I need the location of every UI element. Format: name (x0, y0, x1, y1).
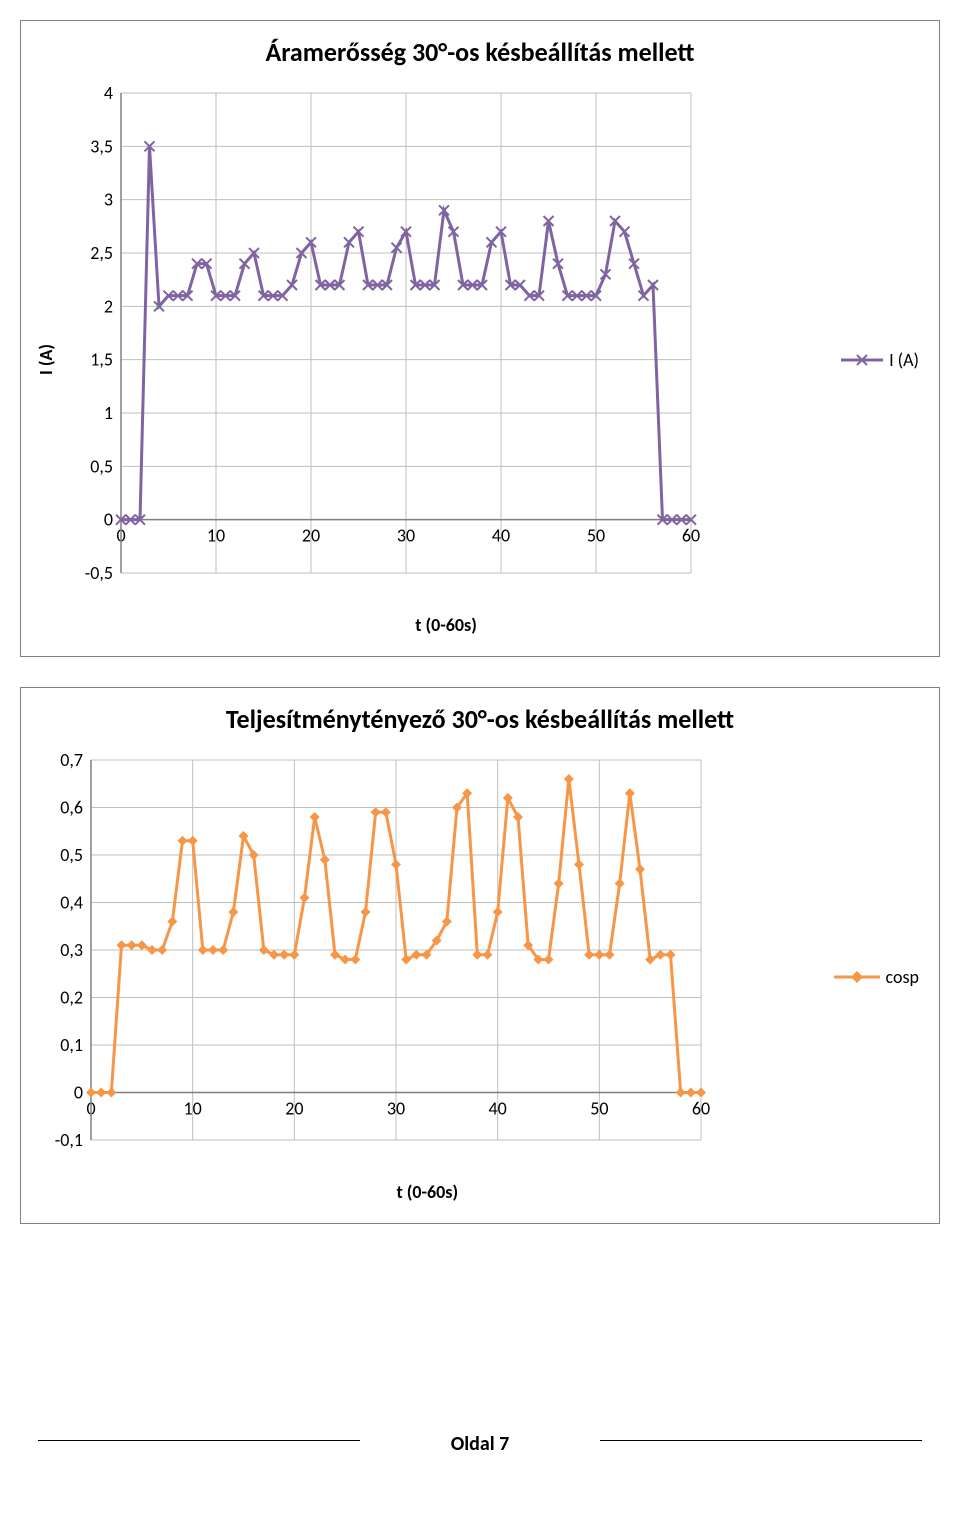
chart1-ylabel: I (A) (31, 344, 61, 375)
svg-text:2: 2 (104, 295, 113, 317)
page-footer: Oldal 7 (20, 1424, 940, 1456)
page-number: Oldal 7 (451, 1432, 510, 1456)
svg-text:1: 1 (104, 402, 113, 424)
legend-marker-x-icon (841, 352, 883, 368)
svg-text:60: 60 (692, 1098, 710, 1120)
svg-text:30: 30 (397, 525, 415, 547)
svg-text:3: 3 (104, 189, 113, 211)
chart1-xlabel: t (0-60s) (61, 614, 831, 636)
chart2-xlabel: t (0-60s) (31, 1181, 824, 1203)
svg-text:50: 50 (587, 525, 605, 547)
chart1-legend: I (A) (831, 349, 929, 371)
chart2-wrap: -0,100,10,20,30,40,50,60,70102030405060 … (31, 750, 929, 1203)
chart1-wrap: I (A) -0,500,511,522,533,540102030405060… (31, 83, 929, 636)
svg-text:10: 10 (207, 525, 225, 547)
svg-text:60: 60 (682, 525, 700, 547)
svg-text:-0,5: -0,5 (85, 562, 113, 584)
legend-marker-diamond-icon (834, 969, 880, 985)
svg-text:0,1: 0,1 (60, 1034, 83, 1056)
svg-text:4: 4 (104, 83, 113, 104)
svg-text:0: 0 (74, 1082, 83, 1104)
chart2-legend: cosp (824, 966, 929, 988)
svg-text:1,5: 1,5 (90, 349, 113, 371)
chart2-legend-label: cosp (886, 966, 919, 988)
svg-text:0,5: 0,5 (60, 844, 83, 866)
svg-text:30: 30 (387, 1098, 405, 1120)
svg-text:40: 40 (492, 525, 510, 547)
svg-text:0: 0 (104, 509, 113, 531)
svg-text:0,2: 0,2 (60, 987, 83, 1009)
chart-powerfactor: Teljesítménytényező 30°-os késbeállítás … (20, 687, 940, 1224)
chart2-svg: -0,100,10,20,30,40,50,60,70102030405060 (31, 750, 711, 1170)
chart-current: Áramerősség 30°-os késbeállítás mellett … (20, 20, 940, 657)
chart1-svg: -0,500,511,522,533,540102030405060 (61, 83, 701, 603)
svg-text:40: 40 (489, 1098, 507, 1120)
svg-text:0,7: 0,7 (60, 750, 83, 771)
chart1-legend-label: I (A) (889, 349, 919, 371)
svg-text:0,5: 0,5 (90, 455, 113, 477)
svg-text:-0,1: -0,1 (55, 1129, 83, 1151)
svg-text:3,5: 3,5 (90, 135, 113, 157)
chart2-title: Teljesítménytényező 30°-os késbeállítás … (31, 703, 929, 735)
svg-text:20: 20 (302, 525, 320, 547)
svg-text:0,6: 0,6 (60, 797, 83, 819)
svg-text:2,5: 2,5 (90, 242, 113, 264)
svg-text:10: 10 (184, 1098, 202, 1120)
svg-text:50: 50 (590, 1098, 608, 1120)
svg-text:0,3: 0,3 (60, 939, 83, 961)
svg-text:20: 20 (285, 1098, 303, 1120)
svg-text:0,4: 0,4 (60, 892, 83, 914)
chart1-title: Áramerősség 30°-os késbeállítás mellett (31, 36, 929, 68)
